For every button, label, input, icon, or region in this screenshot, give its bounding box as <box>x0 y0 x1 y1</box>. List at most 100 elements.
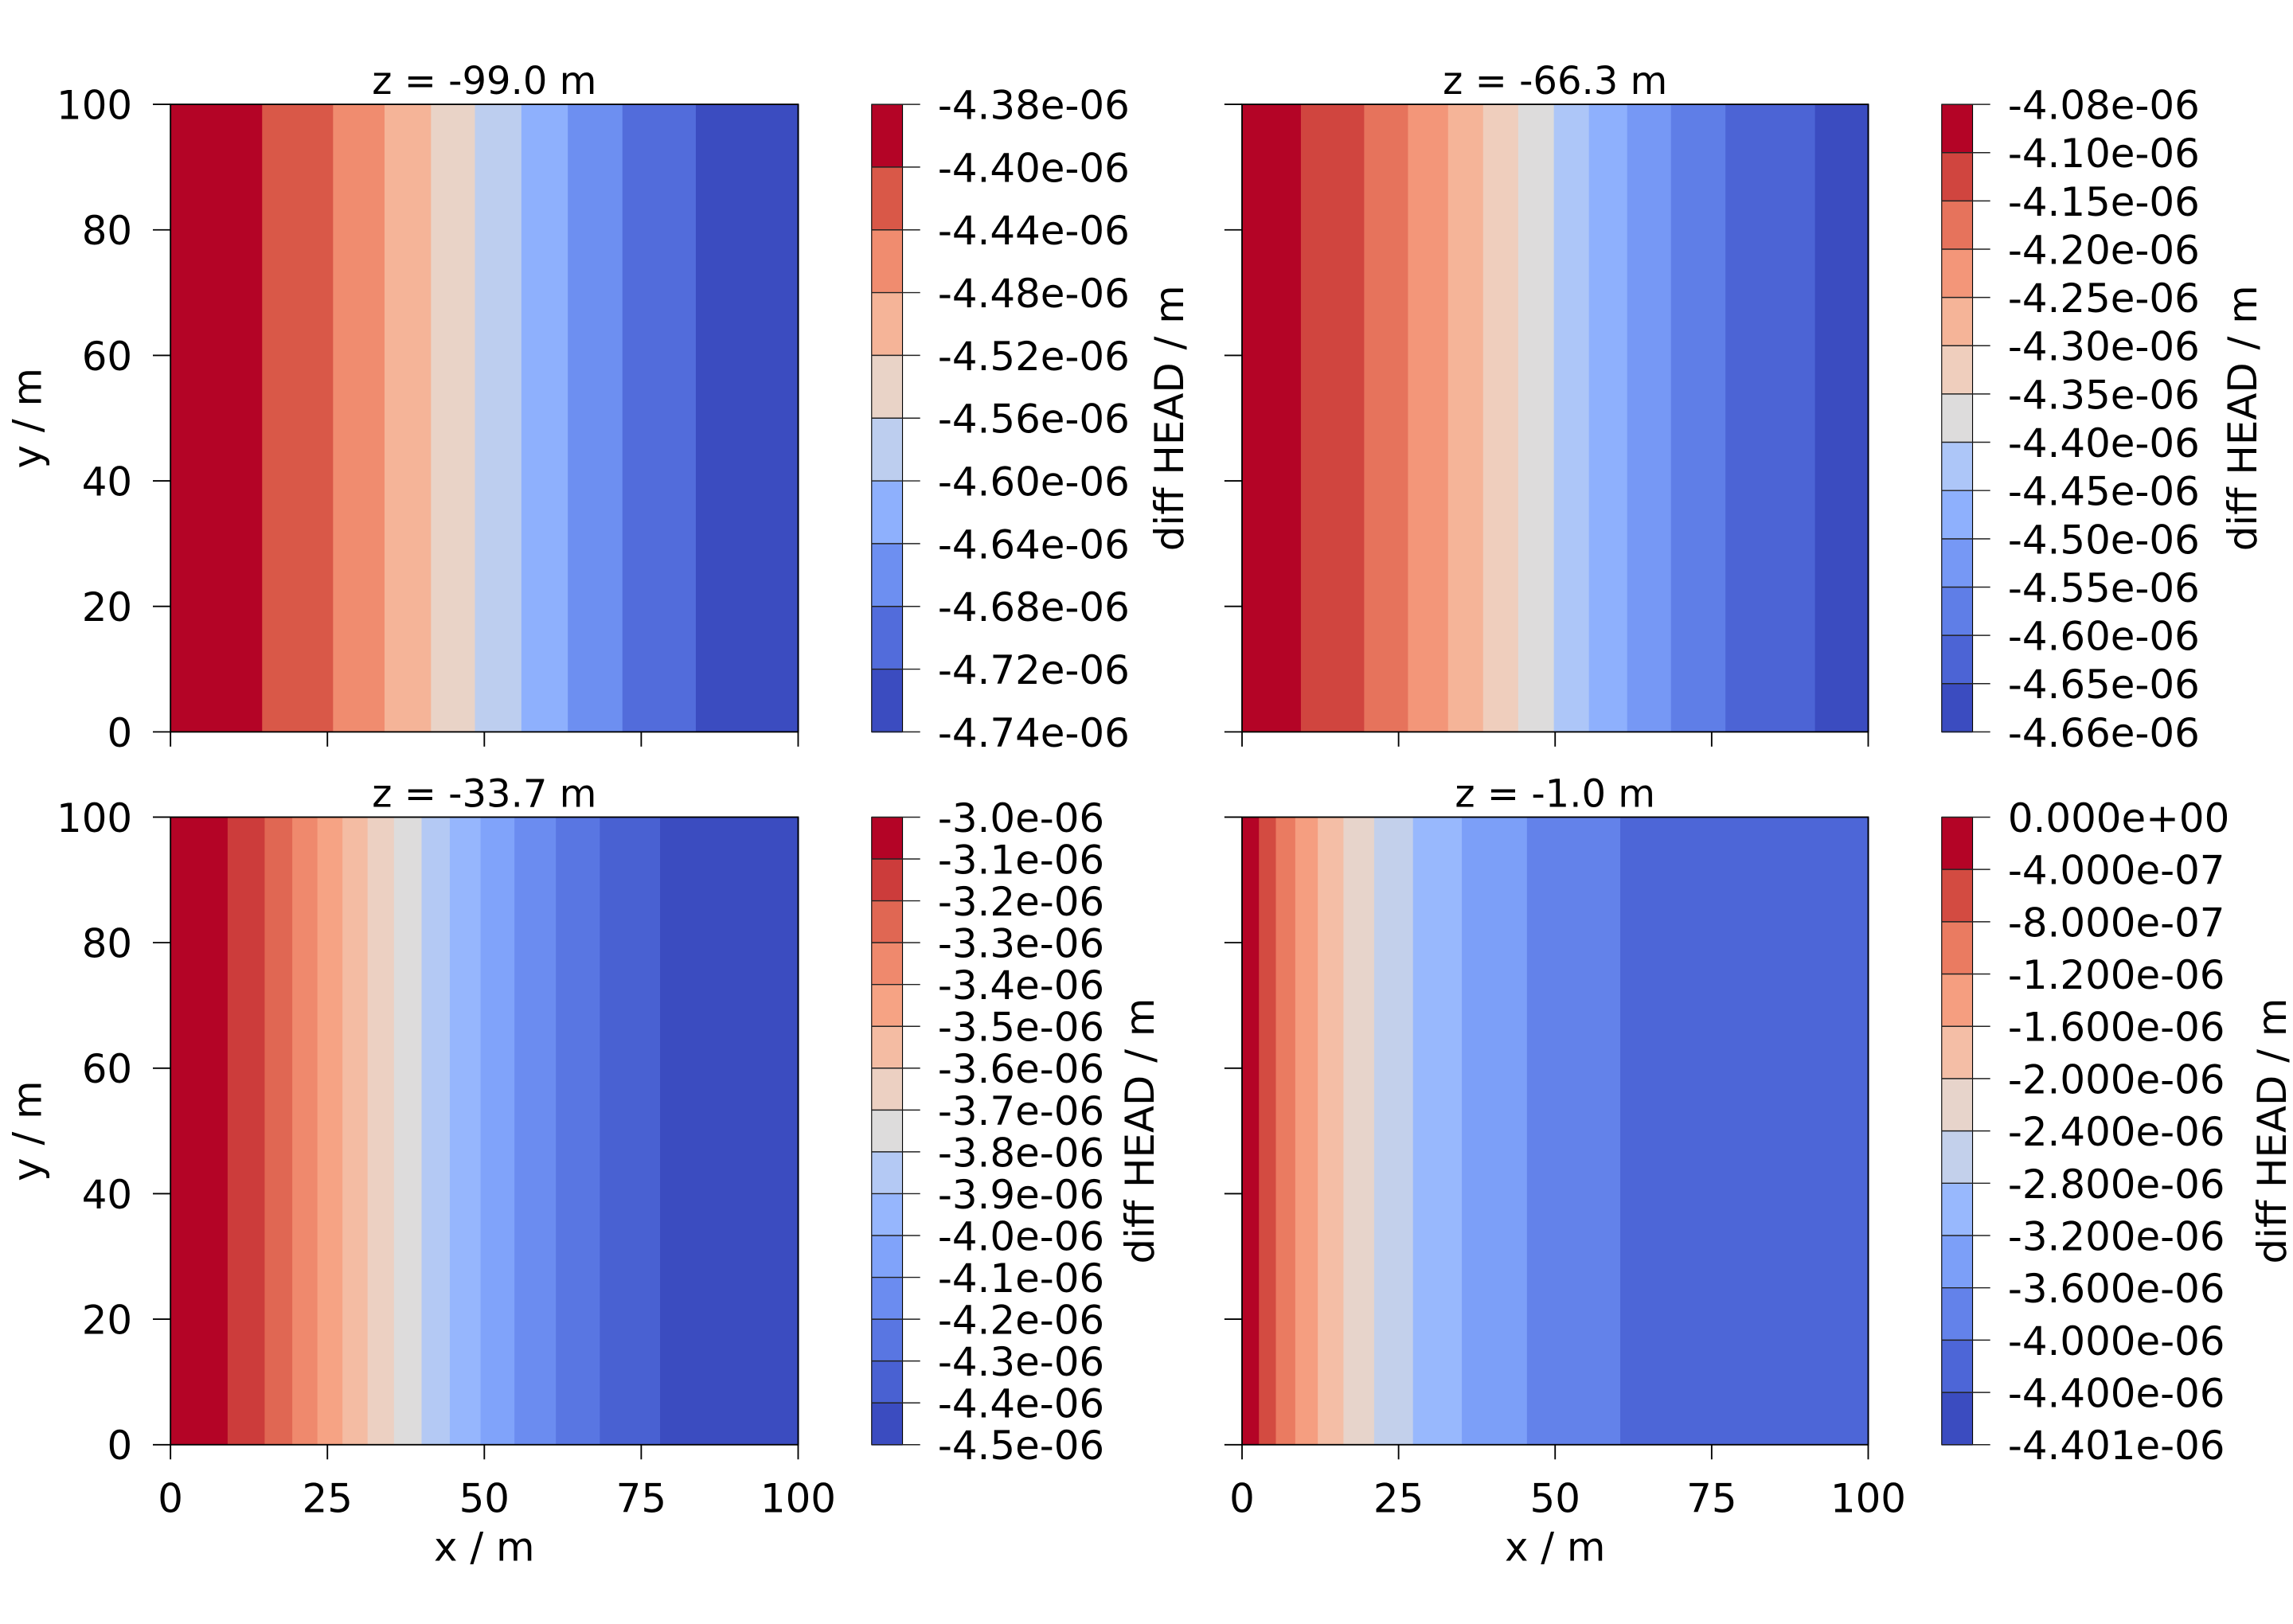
contour-band <box>367 817 395 1445</box>
y-tick-label: 20 <box>82 1298 132 1344</box>
colorbar-tick-label: -3.9e-06 <box>938 1172 1104 1218</box>
colorbar-band <box>871 1193 903 1236</box>
colorbar-tick-label: -4.72e-06 <box>938 647 1130 693</box>
colorbar-band <box>1941 1287 1973 1341</box>
colorbar-band <box>1941 869 1973 923</box>
colorbar-tick-label: -3.1e-06 <box>938 837 1104 883</box>
colorbar-label: diff HEAD / m <box>1117 998 1163 1264</box>
colorbar-band <box>1941 490 1973 540</box>
colorbar-tick-label: -3.200e-06 <box>2008 1213 2225 1259</box>
contour-band <box>1462 817 1528 1445</box>
colorbar-band <box>871 859 903 902</box>
colorbar-tick-label: -2.400e-06 <box>2008 1109 2225 1155</box>
colorbar-tick-label: -4.60e-06 <box>938 459 1130 506</box>
colorbar-tick-label: -1.600e-06 <box>2008 1005 2225 1051</box>
x-tick-label: 50 <box>1530 1476 1580 1522</box>
contour-band <box>521 104 569 732</box>
x-tick-label: 100 <box>760 1476 836 1522</box>
contour-band <box>695 104 799 732</box>
colorbar-tick-label: -4.000e-07 <box>2008 848 2225 894</box>
x-tick-label: 0 <box>158 1476 183 1522</box>
colorbar-band <box>871 481 903 545</box>
colorbar-tick-label: -4.60e-06 <box>2008 614 2200 660</box>
contour-band <box>170 817 229 1445</box>
contour-band <box>556 817 601 1445</box>
colorbar: -3.0e-06-3.1e-06-3.2e-06-3.3e-06-3.4e-06… <box>871 795 1163 1469</box>
colorbar-tick-label: -4.68e-06 <box>938 584 1130 630</box>
contour-band <box>514 817 557 1445</box>
colorbar-band <box>1941 587 1973 637</box>
y-tick-label: 40 <box>82 459 132 506</box>
colorbar-band <box>1941 1392 1973 1446</box>
colorbar-band <box>1941 683 1973 733</box>
contour-band <box>393 817 423 1445</box>
colorbar-band <box>1941 538 1973 588</box>
colorbar-tick-label: -3.600e-06 <box>2008 1266 2225 1312</box>
colorbar-tick-label: -4.4e-06 <box>938 1381 1104 1427</box>
colorbar-band <box>871 1110 903 1153</box>
subplot-title: z = -33.7 m <box>372 772 596 817</box>
y-tick-label: 60 <box>82 334 132 380</box>
contour-band <box>170 104 264 732</box>
colorbar-band <box>871 229 903 294</box>
contour-band <box>475 104 522 732</box>
x-tick-label: 75 <box>1686 1476 1736 1522</box>
colorbar-tick-label: 0.000e+00 <box>2008 795 2229 841</box>
colorbar-tick-label: -4.45e-06 <box>2008 469 2200 515</box>
contour-band <box>1318 817 1345 1445</box>
contour-band <box>292 817 318 1445</box>
colorbar-tick-label: -4.401e-06 <box>2008 1423 2225 1469</box>
contour-band <box>1373 817 1414 1445</box>
colorbar-tick-label: -4.3e-06 <box>938 1339 1104 1385</box>
contour-band <box>431 104 476 732</box>
colorbar-tick-label: -4.2e-06 <box>938 1298 1104 1344</box>
colorbar-band <box>1941 1236 1973 1289</box>
colorbar-band <box>1941 1026 1973 1079</box>
contour-band <box>600 817 662 1445</box>
contour-band <box>1553 104 1590 732</box>
contour-band <box>1814 104 1869 732</box>
contour-band <box>568 104 623 732</box>
colorbar-tick-label: -4.40e-06 <box>2008 420 2200 467</box>
contour-band <box>1242 104 1303 732</box>
contour-band <box>1526 817 1622 1445</box>
colorbar-tick-label: -4.65e-06 <box>2008 662 2200 708</box>
y-tick-label: 40 <box>82 1172 132 1218</box>
contour-band <box>1482 104 1519 732</box>
colorbar-tick-label: -4.1e-06 <box>938 1255 1104 1302</box>
colorbar-band <box>871 355 903 420</box>
colorbar-tick-label: -3.7e-06 <box>938 1088 1104 1134</box>
colorbar-band <box>871 1236 903 1279</box>
colorbar-band <box>871 900 903 944</box>
colorbar: -4.38e-06 -4.40e-06 -4.44e-06 -4.48e-06 -4.5… <box>871 83 1193 756</box>
colorbar-tick-label: -4.20e-06 <box>2008 227 2200 273</box>
colorbar-band <box>871 606 903 670</box>
colorbar-band <box>1941 817 1973 871</box>
contour-band <box>227 817 266 1445</box>
contour-band <box>1447 104 1484 732</box>
colorbar-band <box>871 1026 903 1069</box>
y-axis-label: y / m <box>5 368 51 469</box>
contour-band <box>1408 104 1449 732</box>
colorbar-band <box>871 1151 903 1195</box>
x-tick-label: 50 <box>459 1476 510 1522</box>
contour-band <box>264 817 294 1445</box>
colorbar-band <box>871 943 903 986</box>
colorbar-label: diff HEAD / m <box>2220 285 2266 551</box>
colorbar-band <box>1941 1130 1973 1185</box>
contour-band <box>342 817 369 1445</box>
x-axis-label: x / m <box>434 1524 535 1571</box>
y-tick-label: 80 <box>82 921 132 967</box>
colorbar-tick-label: -4.08e-06 <box>2008 83 2200 129</box>
colorbar-tick-label: -4.40e-06 <box>938 145 1130 191</box>
x-tick-label: 25 <box>303 1476 353 1522</box>
colorbar-band <box>1941 1340 1973 1393</box>
colorbar-band <box>871 1319 903 1362</box>
colorbar-band <box>1941 974 1973 1028</box>
colorbar-band <box>871 669 903 733</box>
contour-band <box>1343 817 1376 1445</box>
contour-band <box>1620 817 1869 1445</box>
colorbar-tick-label: -3.4e-06 <box>938 962 1104 1009</box>
